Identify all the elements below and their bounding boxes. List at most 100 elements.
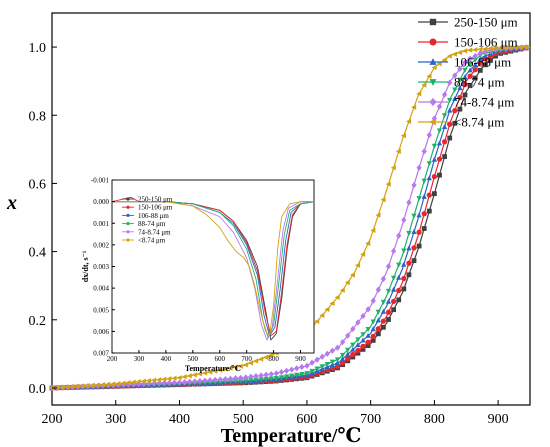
main-data-point: [202, 370, 208, 376]
main-data-point: [146, 380, 152, 387]
main-data-point: [365, 339, 371, 345]
main-data-point: [411, 228, 417, 234]
main-data-point: [74, 383, 80, 389]
main-data-point: [339, 339, 346, 346]
main-legend-swatch-marker: [429, 79, 437, 86]
main-data-point: [523, 44, 529, 50]
main-data-point: [304, 362, 310, 369]
main-data-point: [299, 363, 305, 371]
main-data-point: [370, 333, 376, 340]
main-data-point: [416, 229, 422, 235]
main-data-point: [79, 383, 85, 389]
main-data-point: [360, 251, 366, 257]
inset-legend-label: <8.74 μm: [138, 237, 166, 245]
main-data-point: [365, 343, 371, 348]
main-data-point: [350, 342, 356, 348]
main-data-point: [186, 373, 192, 379]
inset-y-tick-label: -0.001: [91, 177, 110, 185]
main-data-point: [375, 286, 381, 293]
main-data-point: [385, 181, 391, 187]
main-x-tick-label: 200: [42, 412, 63, 427]
main-data-point: [263, 376, 269, 382]
main-data-point: [472, 67, 478, 73]
main-data-point: [375, 331, 381, 337]
main-data-point: [462, 81, 468, 88]
main-data-point: [339, 360, 346, 366]
inset-legend-label: 250-150 μm: [138, 196, 173, 204]
main-legend-label: 88-74 μm: [454, 75, 505, 90]
inset-series-line: [112, 201, 314, 337]
main-data-point: [452, 96, 458, 102]
main-data-point: [156, 377, 162, 383]
main-data-point: [350, 346, 356, 352]
main-data-point: [447, 135, 453, 141]
main-data-point: [472, 47, 478, 53]
main-data-point: [421, 178, 427, 184]
main-data-point: [258, 372, 264, 379]
main-data-point: [227, 365, 233, 371]
main-data-point: [197, 377, 203, 385]
main-data-point: [355, 319, 361, 326]
main-data-point: [375, 212, 381, 218]
main-data-point: [421, 211, 427, 217]
main-data-point: [436, 103, 443, 110]
main-data-point: [421, 226, 427, 231]
inset-x-tick-label: 900: [295, 355, 306, 363]
inset-y-tick-label: 0.003: [93, 263, 109, 271]
main-data-point: [452, 120, 458, 126]
inset-legend-swatch-marker: [126, 197, 130, 201]
main-data-point: [396, 287, 402, 294]
main-data-point: [477, 46, 483, 52]
inset-y-tick-label: 0.006: [93, 328, 109, 336]
main-data-point: [95, 382, 101, 388]
main-legend-swatch-marker: [429, 38, 437, 46]
main-data-point: [416, 243, 422, 249]
inset-y-axis-title: dx/dt, s⁻¹: [81, 250, 90, 282]
main-data-point: [125, 379, 131, 386]
main-data-point: [390, 298, 397, 305]
main-data-point: [145, 378, 152, 384]
inset-y-tick-label: 0.005: [93, 306, 109, 314]
main-data-point: [319, 364, 325, 370]
main-data-point: [385, 288, 392, 294]
main-data-point: [457, 106, 463, 112]
main-data-point: [355, 342, 361, 348]
main-legend-label: <8.74 μm: [454, 115, 504, 130]
main-data-point: [350, 351, 356, 358]
main-legend-label: 250-150 μm: [454, 15, 518, 30]
inset-legend-label: 106-88 μm: [138, 212, 169, 220]
main-data-point: [187, 378, 193, 385]
main-data-point: [390, 247, 397, 255]
inset-chart: 200 300 400 500 600 700 800 900 -0.001 0.000 0.001…: [81, 177, 315, 373]
main-data-point: [355, 262, 361, 268]
main-data-point: [426, 73, 432, 79]
main-legend-swatch-marker: [429, 18, 437, 26]
main-data-point: [375, 326, 381, 332]
main-data-point: [488, 58, 493, 63]
main-data-point: [355, 347, 361, 354]
main-data-point: [390, 275, 397, 281]
inset-legend-swatch-marker: [126, 222, 130, 226]
main-x-tick-label: 800: [424, 412, 445, 427]
main-data-point: [380, 197, 386, 203]
main-data-point: [191, 372, 197, 378]
main-data-point: [406, 231, 412, 237]
main-x-tick-label: 600: [296, 412, 317, 427]
main-x-tick-label: 500: [233, 412, 254, 427]
main-data-point: [467, 83, 473, 89]
inset-x-tick-label: 300: [134, 355, 145, 363]
inset-x-tick-label: 800: [268, 355, 279, 363]
main-legend-label: 74-8.74 μm: [454, 95, 514, 110]
main-data-point: [192, 378, 198, 385]
main-data-point: [416, 212, 422, 218]
main-data-point: [355, 337, 361, 343]
inset-x-tick-label: 400: [161, 355, 172, 363]
main-data-point: [472, 61, 478, 67]
main-data-point: [401, 261, 407, 267]
main-data-point: [426, 208, 432, 214]
main-series-6: [49, 44, 531, 391]
main-data-point: [329, 347, 336, 354]
main-data-point: [360, 332, 366, 338]
main-data-point: [441, 113, 448, 119]
